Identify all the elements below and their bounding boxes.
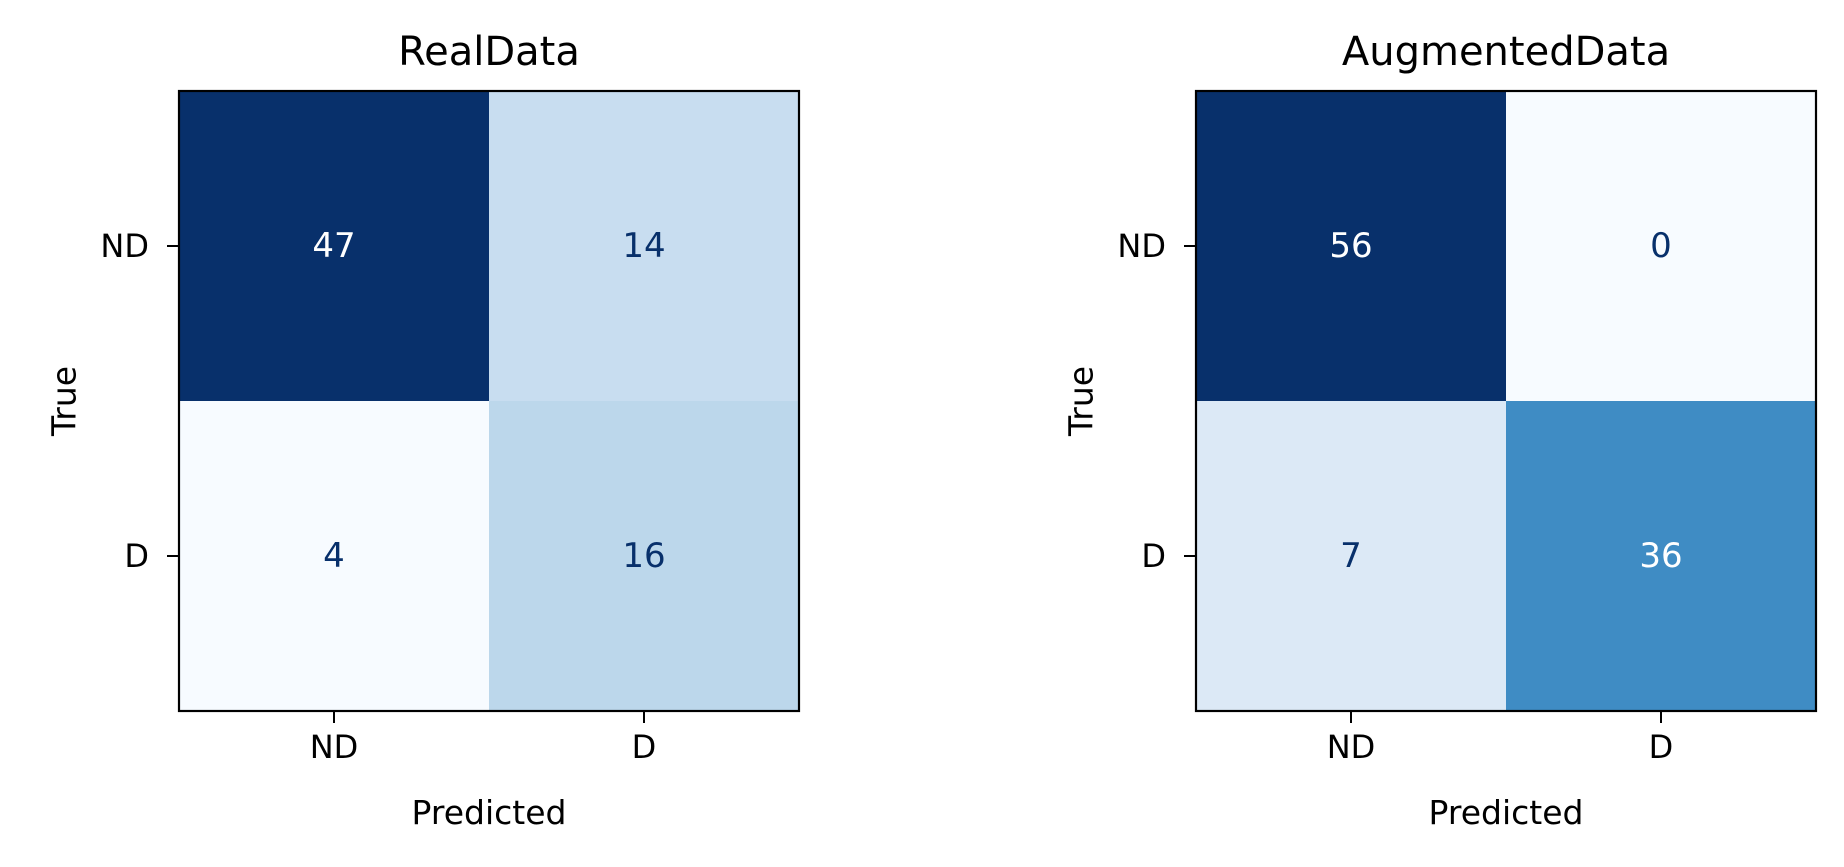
chart-title: AugmentedData bbox=[1342, 29, 1670, 75]
matrix-cell-r1-c0 bbox=[179, 401, 489, 711]
plot-frame bbox=[1194, 89, 1818, 713]
augmented-data-panel: 56 0 7 36 ND D ND D AugmentedData Predicted True bbox=[1062, 29, 1818, 832]
y-axis-label: True bbox=[45, 366, 84, 437]
cell-value-label-r0-c0: 56 bbox=[1329, 226, 1372, 266]
cell-value-label-r0-c1: 0 bbox=[1650, 226, 1672, 266]
cell-value-label-r1-c0: 4 bbox=[323, 536, 345, 576]
cell-value-label-r0-c0: 47 bbox=[312, 226, 355, 266]
matrix-cell-r0-c0 bbox=[1196, 91, 1506, 401]
cell-value-label-r1-c0: 7 bbox=[1340, 536, 1362, 576]
x-tick-label: D bbox=[632, 728, 657, 766]
matrix-cell-r0-c1 bbox=[1506, 91, 1816, 401]
x-tick-label: ND bbox=[1327, 728, 1376, 766]
real-data-panel: 47 14 4 16 ND D ND D RealData Predicted True bbox=[45, 29, 801, 832]
y-tick-label: ND bbox=[100, 227, 149, 265]
y-tick-label: D bbox=[124, 537, 149, 575]
plot-frame bbox=[177, 89, 801, 713]
matrix-cell-r1-c1 bbox=[489, 401, 799, 711]
y-tick-label: ND bbox=[1117, 227, 1166, 265]
x-axis-label: Predicted bbox=[1429, 793, 1584, 832]
cell-value-label-r0-c1: 14 bbox=[622, 226, 665, 266]
chart-title: RealData bbox=[398, 29, 580, 75]
y-tick-label: D bbox=[1141, 537, 1166, 575]
x-axis-label: Predicted bbox=[412, 793, 567, 832]
matrix-cell-r0-c1 bbox=[489, 91, 799, 401]
x-tick-label: ND bbox=[310, 728, 359, 766]
y-axis-label: True bbox=[1062, 366, 1101, 437]
cell-value-label-r1-c1: 36 bbox=[1639, 536, 1682, 576]
cell-value-label-r1-c1: 16 bbox=[622, 536, 665, 576]
x-tick-label: D bbox=[1649, 728, 1674, 766]
matrix-cell-r1-c0 bbox=[1196, 401, 1506, 711]
matrix-cell-r0-c0 bbox=[179, 91, 489, 401]
matrix-cell-r1-c1 bbox=[1506, 401, 1816, 711]
